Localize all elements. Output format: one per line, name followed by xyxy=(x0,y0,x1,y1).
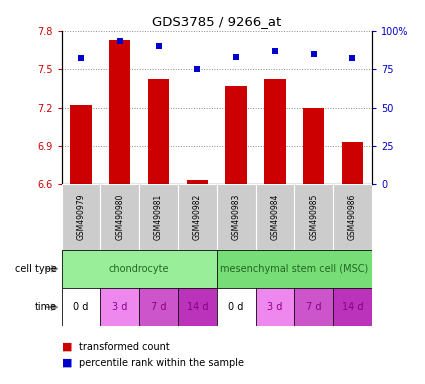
Text: 14 d: 14 d xyxy=(187,302,208,312)
Bar xyxy=(100,184,139,250)
Bar xyxy=(217,250,372,288)
Bar xyxy=(333,184,372,250)
Text: mesenchymal stem cell (MSC): mesenchymal stem cell (MSC) xyxy=(220,264,368,274)
Bar xyxy=(178,288,217,326)
Text: chondrocyte: chondrocyte xyxy=(109,264,170,274)
Bar xyxy=(255,184,294,250)
Text: GSM490982: GSM490982 xyxy=(193,194,202,240)
Text: ■: ■ xyxy=(62,342,72,352)
Text: 3 d: 3 d xyxy=(112,302,128,312)
Text: GSM490983: GSM490983 xyxy=(232,194,241,240)
Text: GSM490980: GSM490980 xyxy=(115,194,124,240)
Text: cell type: cell type xyxy=(15,264,57,274)
Text: 7 d: 7 d xyxy=(151,302,166,312)
Bar xyxy=(109,40,130,184)
Bar xyxy=(100,288,139,326)
Text: time: time xyxy=(35,302,57,312)
Bar xyxy=(187,180,208,184)
Bar xyxy=(62,184,100,250)
Text: GSM490979: GSM490979 xyxy=(76,194,85,240)
Bar xyxy=(226,86,247,184)
Text: percentile rank within the sample: percentile rank within the sample xyxy=(79,358,244,368)
Bar xyxy=(303,108,324,184)
Bar xyxy=(294,288,333,326)
Bar xyxy=(148,79,169,184)
Bar xyxy=(178,184,217,250)
Text: transformed count: transformed count xyxy=(79,342,170,352)
Bar xyxy=(342,142,363,184)
Bar xyxy=(294,184,333,250)
Text: 7 d: 7 d xyxy=(306,302,321,312)
Bar xyxy=(71,105,92,184)
Text: GSM490984: GSM490984 xyxy=(270,194,279,240)
Text: GSM490986: GSM490986 xyxy=(348,194,357,240)
Text: 3 d: 3 d xyxy=(267,302,283,312)
Text: 0 d: 0 d xyxy=(74,302,89,312)
Bar xyxy=(217,288,255,326)
Bar xyxy=(139,184,178,250)
Text: ■: ■ xyxy=(62,358,72,368)
Bar xyxy=(333,288,372,326)
Title: GDS3785 / 9266_at: GDS3785 / 9266_at xyxy=(152,15,281,28)
Text: 14 d: 14 d xyxy=(342,302,363,312)
Bar xyxy=(217,184,255,250)
Bar xyxy=(255,288,294,326)
Text: 0 d: 0 d xyxy=(229,302,244,312)
Bar xyxy=(62,288,100,326)
Text: GSM490985: GSM490985 xyxy=(309,194,318,240)
Bar xyxy=(264,79,286,184)
Bar xyxy=(62,250,217,288)
Text: GSM490981: GSM490981 xyxy=(154,194,163,240)
Bar xyxy=(139,288,178,326)
